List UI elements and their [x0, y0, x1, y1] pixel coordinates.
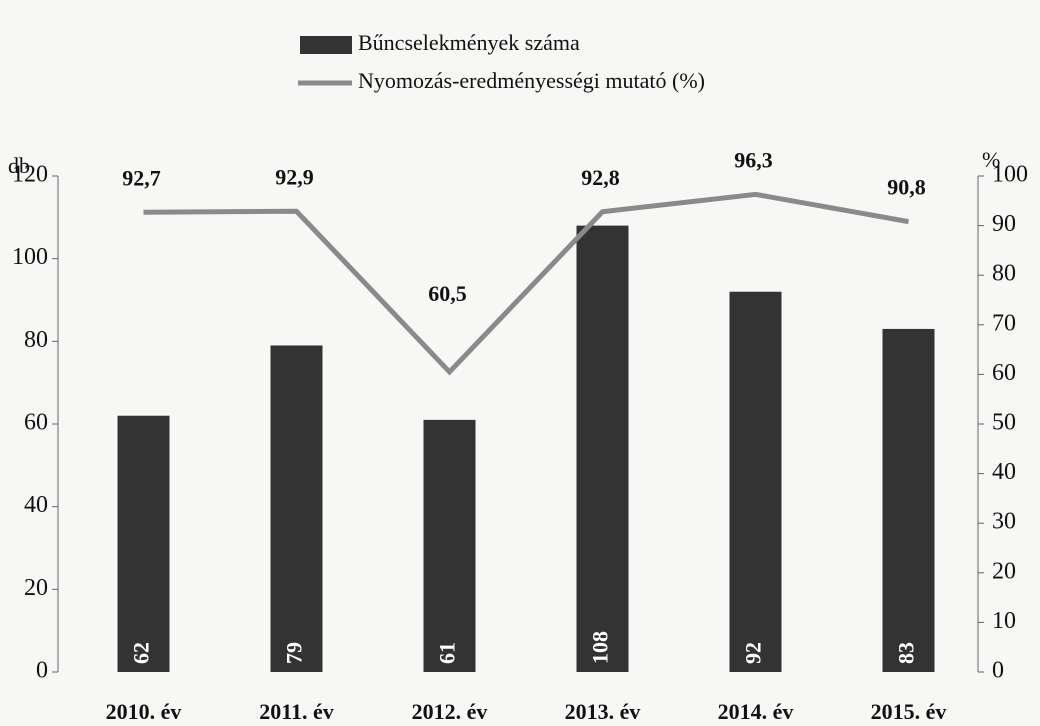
y-tick-label: 0	[36, 658, 48, 684]
y-tick-label: 100	[12, 244, 48, 270]
y2-tick-label: 0	[992, 658, 1004, 684]
x-tick-label: 2010. év	[106, 699, 182, 724]
y-tick-label: 40	[24, 492, 48, 518]
line-value-label: 92,8	[581, 165, 620, 190]
y2-tick-label: 20	[992, 558, 1016, 584]
y-tick-label: 60	[24, 410, 48, 436]
y2-tick-label: 100	[992, 162, 1028, 188]
page: db % 02040608010012001020304050607080901…	[0, 0, 1040, 726]
x-tick-label: 2011. év	[259, 699, 334, 724]
bar	[730, 292, 782, 672]
y-tick-label: 80	[24, 327, 48, 353]
legend-label: Bűncselekmények száma	[358, 30, 580, 55]
x-tick-label: 2013. év	[565, 699, 641, 724]
bar	[577, 226, 629, 672]
bar-value-label: 92	[741, 642, 766, 664]
line-value-label: 92,7	[122, 165, 161, 190]
y2-tick-label: 70	[992, 310, 1016, 336]
bar	[118, 416, 170, 672]
line-value-label: 60,5	[428, 281, 467, 306]
y-tick-label: 120	[12, 162, 48, 188]
bar-value-label: 83	[894, 642, 919, 664]
bar	[271, 345, 323, 672]
y2-tick-label: 30	[992, 509, 1016, 535]
legend-swatch	[300, 36, 352, 54]
legend-label: Nyomozás-eredményességi mutató (%)	[358, 68, 705, 93]
y2-tick-label: 40	[992, 459, 1016, 485]
x-tick-label: 2014. év	[718, 699, 794, 724]
y2-tick-label: 50	[992, 410, 1016, 436]
y2-tick-label: 60	[992, 360, 1016, 386]
y-tick-label: 20	[24, 575, 48, 601]
bar	[883, 329, 935, 672]
bar-value-label: 79	[282, 642, 307, 664]
x-tick-label: 2015. év	[871, 699, 947, 724]
bar-value-label: 61	[435, 642, 460, 664]
y2-tick-label: 80	[992, 261, 1016, 287]
line-value-label: 92,9	[275, 164, 314, 189]
bar-value-label: 108	[588, 631, 613, 664]
x-tick-label: 2012. év	[412, 699, 488, 724]
line-value-label: 96,3	[734, 147, 773, 172]
line	[144, 194, 909, 372]
y2-tick-label: 90	[992, 211, 1016, 237]
bar-value-label: 62	[129, 642, 154, 664]
line-value-label: 90,8	[887, 175, 926, 200]
chart: db % 02040608010012001020304050607080901…	[0, 0, 1040, 726]
y2-tick-label: 10	[992, 608, 1016, 634]
bar	[424, 420, 476, 672]
